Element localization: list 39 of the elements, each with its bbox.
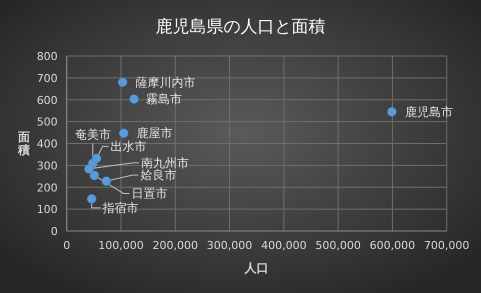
- x-tick-label: 400,000: [261, 239, 307, 252]
- annotation: 鹿児島市: [404, 104, 453, 119]
- annotation: 薩摩川内市: [136, 75, 196, 90]
- point: [129, 94, 139, 104]
- point: [118, 78, 128, 87]
- y-axis-title: 面積: [17, 130, 30, 157]
- point: [387, 107, 397, 117]
- point: [118, 128, 128, 138]
- y-tick-label: 400: [36, 138, 58, 150]
- x-axis-title: 人口: [244, 261, 269, 275]
- chart-title: 鹿児島県の人口と面積: [156, 17, 326, 37]
- point: [102, 176, 112, 186]
- annotation: 姶良市: [140, 168, 176, 182]
- annotation: 鹿屋市: [136, 126, 173, 140]
- y-tick-label: 200: [36, 181, 58, 194]
- y-tick-label: 600: [36, 94, 58, 107]
- x-tick-label: 700,000: [424, 239, 470, 252]
- annotation: 霧島市: [146, 92, 182, 106]
- point: [92, 154, 102, 164]
- x-tick-label: 200,000: [152, 239, 198, 252]
- annotation: 南九州市: [140, 156, 189, 170]
- point: [90, 170, 100, 180]
- y-tick-label: 300: [36, 159, 58, 172]
- y-tick-label: 700: [36, 72, 58, 85]
- annotation: 指宿市: [102, 200, 139, 215]
- point: [84, 164, 94, 174]
- annotation: 奄美市: [74, 127, 111, 142]
- y-tick-label: 800: [36, 50, 58, 63]
- x-tick-label: 500,000: [315, 239, 361, 252]
- point: [86, 194, 96, 204]
- y-tick-label: 500: [36, 116, 58, 129]
- x-tick-label: 300,000: [206, 239, 252, 252]
- y-tick-label: 100: [36, 203, 58, 216]
- y-tick-label: 0: [50, 225, 58, 238]
- annotation: 出水市: [110, 139, 147, 154]
- x-tick-label: 600,000: [370, 239, 416, 252]
- x-tick-label: 100,000: [98, 239, 144, 252]
- x-tick-label: 0: [63, 239, 70, 252]
- annotation: 日置市: [131, 186, 168, 200]
